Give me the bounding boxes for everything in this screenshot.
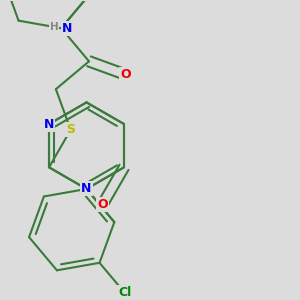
Text: N: N	[44, 118, 54, 130]
Text: Cl: Cl	[118, 286, 131, 299]
Text: O: O	[120, 68, 131, 81]
Text: N: N	[62, 22, 73, 35]
Text: O: O	[97, 198, 108, 211]
Text: S: S	[66, 123, 75, 136]
Text: H: H	[50, 22, 58, 32]
Text: N: N	[81, 182, 92, 196]
